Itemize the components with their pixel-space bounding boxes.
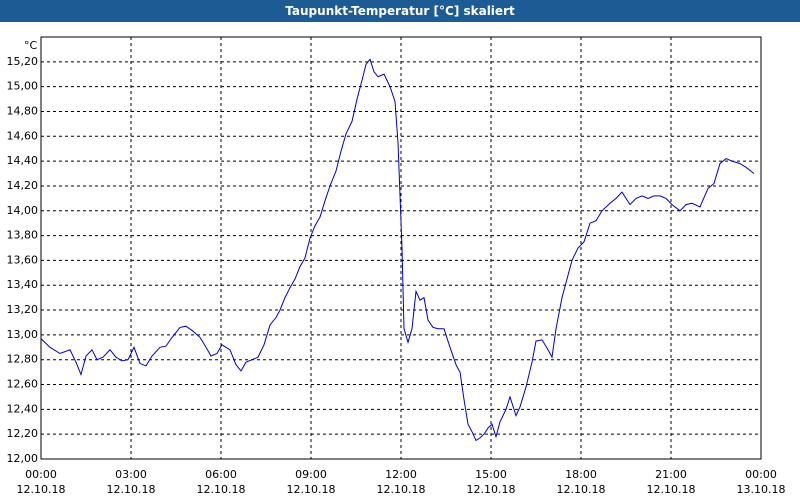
y-tick-label: 13,00 [7,328,39,341]
y-unit: °C [24,39,38,52]
line [40,58,755,442]
x-tick-date: 13.10.18 [737,483,786,496]
y-tick-label: 14,00 [7,204,39,217]
x-tick-label: 15:00 [475,468,507,481]
y-tick-label: 13,80 [7,229,39,242]
y-tick-label: 13,60 [7,253,39,266]
y-tick-label: 14,80 [7,104,39,117]
y-tick-label: 14,60 [7,129,39,142]
title-bar: Taupunkt-Temperatur [°C] skaliert [0,0,800,22]
y-tick-label: 13,40 [7,278,39,291]
x-tick-date: 12.10.18 [197,483,246,496]
y-tick-label: 15,00 [7,80,39,93]
y-tick-label: 13,20 [7,303,39,316]
x-tick-date: 12.10.18 [467,483,516,496]
x-tick-date: 12.10.18 [107,483,156,496]
x-tick-label: 06:00 [205,468,237,481]
x-tick-label: 18:00 [565,468,597,481]
x-tick-label: 00:00 [745,468,777,481]
x-tick-date: 12.10.18 [377,483,426,496]
x-tick-label: 03:00 [115,468,147,481]
y-tick-label: 12,60 [7,378,39,391]
y-tick-label: 14,20 [7,179,39,192]
plot-frame [40,36,762,460]
x-tick-label: 12:00 [385,468,417,481]
y-tick-label: 12,80 [7,353,39,366]
y-tick-label: 12,40 [7,402,39,415]
y-tick-label: 12,00 [7,452,39,465]
x-tick-label: 21:00 [655,468,687,481]
x-tick-date: 12.10.18 [17,483,66,496]
x-tick-date: 12.10.18 [647,483,696,496]
y-tick-label: 14,40 [7,154,39,167]
x-tick-label: 00:00 [25,468,57,481]
y-tick-label: 12,20 [7,427,39,440]
x-tick-date: 12.10.18 [287,483,336,496]
y-tick-label: 15,20 [7,55,39,68]
x-tick-label: 09:00 [295,468,327,481]
x-tick-date: 12.10.18 [557,483,606,496]
